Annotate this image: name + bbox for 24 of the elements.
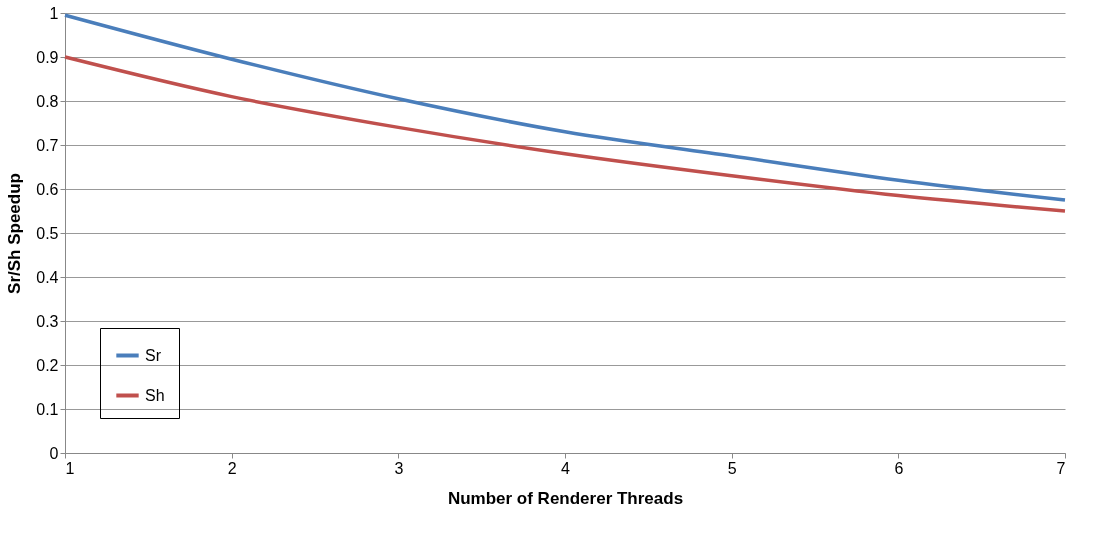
y-tick-label: 0.9 xyxy=(36,48,59,66)
y-tick-label: 0.3 xyxy=(36,312,59,330)
legend-label: Sh xyxy=(145,386,165,404)
y-tick-label: 0 xyxy=(49,444,59,462)
x-tick-label: 5 xyxy=(727,459,737,477)
y-axis-title: Sr/Sh Speedup xyxy=(5,173,25,294)
y-tick-label: 0.1 xyxy=(36,400,59,418)
line-series xyxy=(63,13,1067,202)
line-series xyxy=(63,55,1067,213)
x-tick-label: 3 xyxy=(394,459,404,477)
legend-label: Sr xyxy=(145,346,162,364)
x-tick-label: 6 xyxy=(894,459,904,477)
y-tick-label: 0.7 xyxy=(36,136,59,154)
y-tick-label: 0.5 xyxy=(36,224,59,242)
x-tick-label: 7 xyxy=(1056,459,1066,477)
y-tick-label: 0.8 xyxy=(36,92,59,110)
y-tick-label: 0.2 xyxy=(36,356,59,374)
y-tick-label: 1 xyxy=(49,4,59,22)
x-tick-label: 2 xyxy=(227,459,237,477)
y-tick-label: 0.4 xyxy=(36,268,59,286)
x-tick-label: 1 xyxy=(65,459,75,477)
x-axis-title: Number of Renderer Threads xyxy=(447,488,684,508)
y-tick-label: 0.6 xyxy=(36,180,59,198)
x-tick-label: 4 xyxy=(561,459,571,477)
